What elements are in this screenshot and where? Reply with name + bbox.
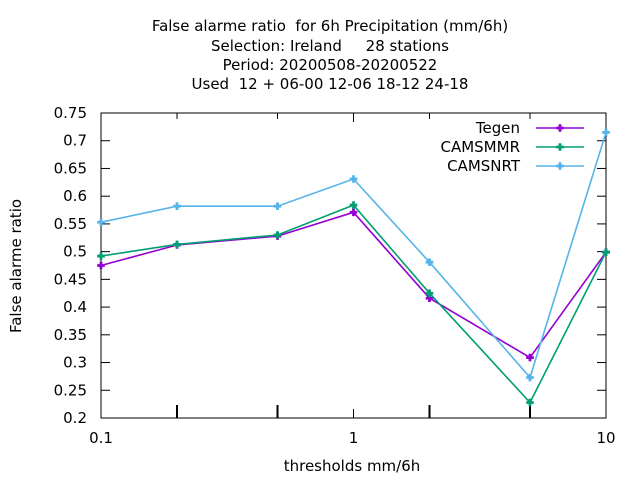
x-tick-label: 10 <box>596 429 615 447</box>
data-point-camsnrt <box>273 202 282 210</box>
y-tick-label: 0.35 <box>54 326 87 344</box>
y-tick-label: 0.7 <box>63 132 87 150</box>
data-point-camsmmr <box>425 289 434 298</box>
data-point-tegen <box>349 208 358 217</box>
data-point-camsnrt <box>602 128 610 137</box>
legend-label-tegen: Tegen <box>475 119 520 137</box>
legend-label-camsnrt: CAMSNRT <box>447 157 521 175</box>
y-tick-label: 0.65 <box>54 159 87 177</box>
chart-title-line-1: False alarme ratio for 6h Precipitation … <box>151 17 509 35</box>
legend-marker-camsmmr <box>556 143 564 151</box>
data-point-camsmmr <box>526 398 534 407</box>
y-tick-label: 0.55 <box>54 215 87 233</box>
data-point-camsnrt <box>173 202 181 210</box>
y-tick-label: 0.45 <box>54 270 87 288</box>
y-tick-label: 0.2 <box>63 409 87 427</box>
legend-marker-tegen <box>556 124 564 132</box>
x-axis-title: thresholds mm/6h <box>284 457 421 475</box>
data-point-camsnrt <box>526 373 534 382</box>
series-line-camsnrt <box>100 132 607 380</box>
y-tick-label: 0.25 <box>54 381 87 399</box>
data-point-camsmmr <box>273 231 282 239</box>
legend-label-camsmmr: CAMSMMR <box>440 138 520 156</box>
chart-title-line-3: Period: 20200508-20200522 <box>222 56 438 74</box>
y-axis-title: False alarme ratio <box>7 199 25 333</box>
chart-title-line-4: Used 12 + 06-00 12-06 18-12 24-18 <box>191 75 469 93</box>
y-tick-label: 0.4 <box>63 298 87 316</box>
axes: 0.2 0.25 0.3 0.35 0.4 0.45 0.5 0.55 0.6 0.65 0.7 0.… <box>54 104 616 447</box>
y-tick-label: 0.5 <box>63 243 87 261</box>
y-tick-label: 0.75 <box>54 104 87 122</box>
legend-marker-camsnrt <box>556 162 564 170</box>
data-point-tegen <box>526 353 534 362</box>
x-tick-label: 0.1 <box>89 429 113 447</box>
data-point-tegen <box>97 261 105 270</box>
x-tick-label: 1 <box>349 429 359 447</box>
data-point-camsnrt <box>349 175 358 183</box>
chart-title-line-2: Selection: Ireland 28 stations <box>211 37 449 55</box>
data-point-camsmmr <box>602 248 610 256</box>
data-point-camsmmr <box>349 201 358 209</box>
data-point-camsmmr <box>173 240 181 249</box>
data-point-camsmmr <box>97 252 105 260</box>
series-layer <box>97 128 610 407</box>
y-tick-label: 0.3 <box>63 354 87 372</box>
plot-border <box>100 112 607 419</box>
data-point-camsnrt <box>97 218 105 227</box>
series-line-tegen <box>100 211 607 359</box>
data-point-camsnrt <box>425 258 434 266</box>
series-line-camsmmr <box>100 204 607 404</box>
y-tick-label: 0.6 <box>63 187 87 205</box>
